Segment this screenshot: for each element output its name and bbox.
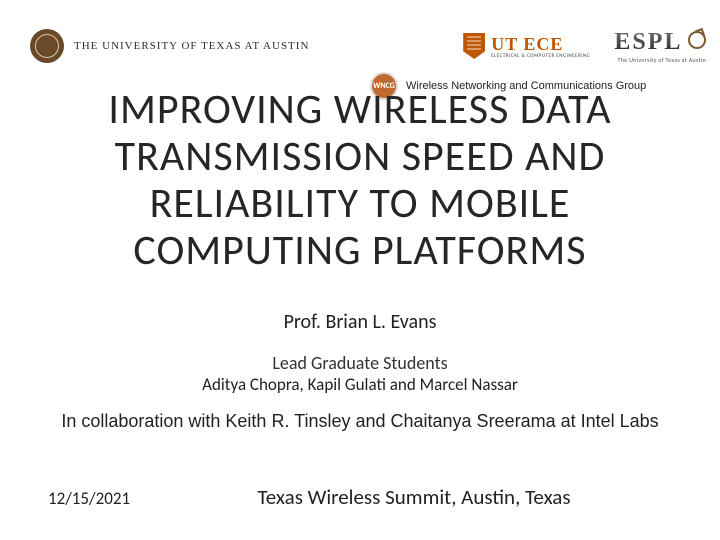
ut-ece-sublabel: ELECTRICAL & COMPUTER ENGINEERING: [491, 53, 590, 59]
title-line-4: COMPUTING PLATFORMS: [48, 227, 672, 274]
ut-seal-icon: [30, 29, 64, 63]
ut-austin-wordmark: THE UNIVERSITY OF TEXAS AT AUSTIN: [74, 40, 309, 52]
espl-logo: ESPL The University of Texas at Austin: [614, 29, 706, 64]
ut-ece-logo: UT ECE ELECTRICAL & COMPUTER ENGINEERING: [457, 31, 596, 61]
slide-date: 12/15/2021: [48, 488, 198, 509]
title-line-3: RELIABILITY TO MOBILE: [48, 180, 672, 227]
title-line-1: IMPROVING WIRELESS DATA: [48, 86, 672, 133]
lead-students-names: Aditya Chopra, Kapil Gulati and Marcel N…: [0, 374, 720, 395]
collaboration-text: In collaboration with Keith R. Tinsley a…: [22, 410, 698, 433]
venue-text: Texas Wireless Summit, Austin, Texas: [198, 484, 700, 510]
ut-shield-icon: [463, 33, 485, 59]
footer-row: 12/15/2021 Texas Wireless Summit, Austin…: [0, 484, 720, 510]
presenter-name: Prof. Brian L. Evans: [0, 310, 720, 334]
header-row: THE UNIVERSITY OF TEXAS AT AUSTIN UT ECE…: [0, 18, 720, 74]
espl-label: ESPL: [614, 29, 682, 55]
ut-austin-logo-block: THE UNIVERSITY OF TEXAS AT AUSTIN: [30, 29, 309, 63]
espl-sublabel: The University of Texas at Austin: [614, 56, 706, 64]
espl-swirl-icon: [688, 31, 706, 49]
title-line-2: TRANSMISSION SPEED AND: [48, 133, 672, 180]
slide-title: IMPROVING WIRELESS DATA TRANSMISSION SPE…: [48, 86, 672, 274]
lead-students-label: Lead Graduate Students: [0, 352, 720, 374]
right-logo-cluster: UT ECE ELECTRICAL & COMPUTER ENGINEERING…: [457, 29, 706, 64]
ut-ece-label: UT ECE: [491, 34, 590, 55]
